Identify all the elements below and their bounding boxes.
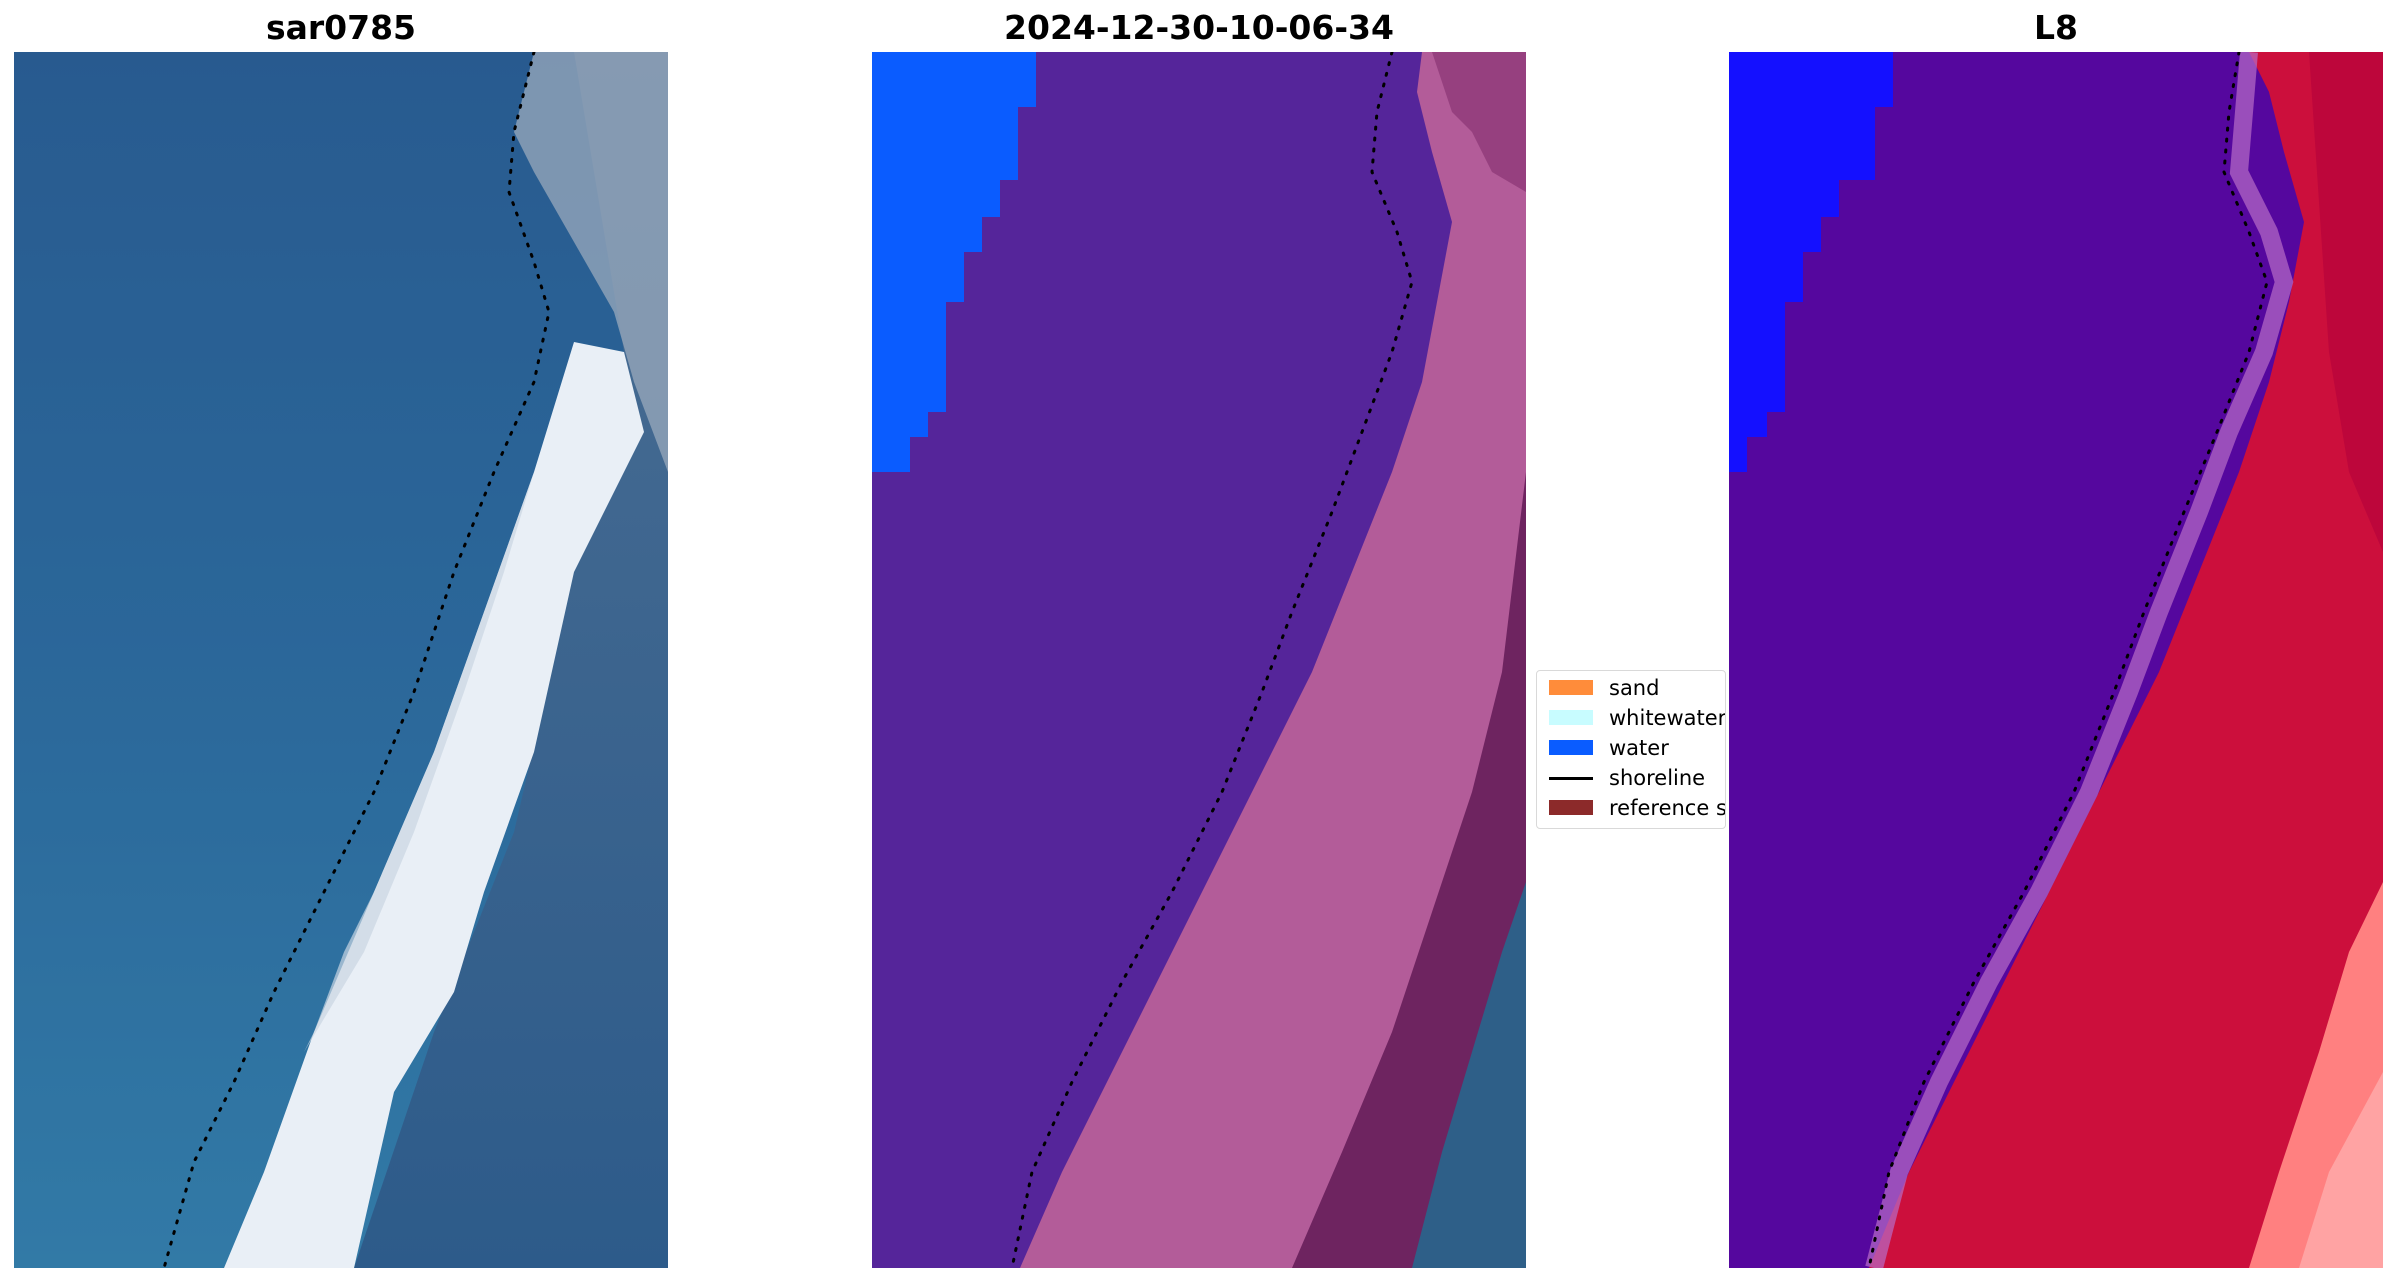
- legend: sand whitewater water shoreline referenc…: [1536, 670, 1726, 829]
- legend-swatch-whitewater: [1549, 710, 1593, 725]
- classification-image: [872, 52, 1526, 1268]
- legend-item-reference-shoreline: reference sh: [1543, 795, 1725, 821]
- legend-item-shoreline: shoreline: [1543, 765, 1725, 791]
- shoreline-line: [1867, 52, 2269, 1268]
- rgb-image-panel: [14, 52, 668, 1268]
- legend-item-water: water: [1543, 735, 1725, 761]
- legend-item-whitewater: whitewater: [1543, 705, 1725, 731]
- l8-image-panel: [1729, 52, 2383, 1268]
- panel-title-classification: 2024-12-30-10-06-34: [1004, 8, 1394, 47]
- panel-title-l8: L8: [2034, 8, 2078, 47]
- shoreline-line: [1010, 52, 1414, 1268]
- shoreline-line: [162, 52, 551, 1268]
- panel-title-rgb: sar0785: [265, 8, 417, 47]
- legend-swatch-shoreline: [1549, 777, 1593, 780]
- legend-item-sand: sand: [1543, 675, 1725, 701]
- classification-image-panel: [872, 52, 1526, 1268]
- rgb-image: [14, 52, 668, 1268]
- legend-swatch-water: [1549, 740, 1593, 755]
- legend-swatch-sand: [1549, 680, 1593, 695]
- l8-image: [1729, 52, 2383, 1268]
- legend-swatch-reference-shoreline: [1549, 800, 1593, 815]
